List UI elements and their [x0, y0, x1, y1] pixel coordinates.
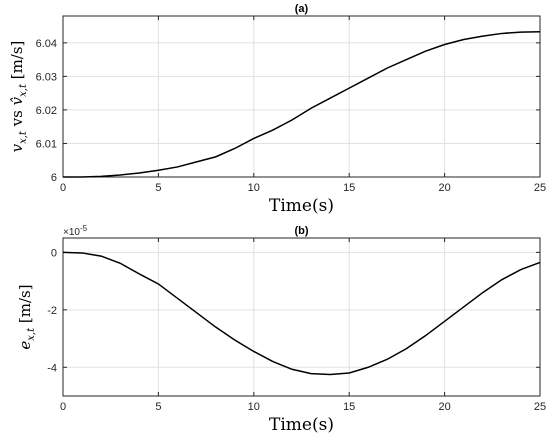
y-axis-label: ex,t [m/s]	[16, 284, 37, 349]
y-tick-label: 6	[51, 172, 57, 184]
y-tick-label: 6.04	[36, 38, 57, 50]
axes-box	[62, 237, 541, 397]
x-tick-label: 0	[60, 182, 66, 194]
panel-title: (b)	[294, 225, 308, 237]
panel-a: 0 5 10 15 20 25 6 6.01 6.02 6.03 6.04 (a) Time(s) vx,…	[8, 3, 546, 216]
x-tick-label: 0	[60, 401, 66, 413]
y-axis-label: vx,t vs v̂x,t [m/s]	[8, 41, 29, 153]
x-tick-label: 15	[343, 182, 355, 194]
x-tick-label: 10	[248, 182, 260, 194]
panel-b: 0 5 10 15 20 25 0 -2 -4 (b) Time(s) ex,t [m/s] ×10-5	[16, 224, 546, 435]
axes-box	[62, 15, 541, 178]
x-tick-label: 5	[155, 401, 161, 413]
series-line	[63, 31, 541, 178]
x-tick-label: 20	[438, 401, 450, 413]
x-tick-label: 25	[534, 182, 546, 194]
y-tick-label: 6.02	[36, 105, 57, 117]
x-axis-label: Time(s)	[269, 415, 334, 435]
x-tick-label: 20	[438, 182, 450, 194]
y-tick-label: -4	[47, 362, 57, 374]
y-exponent-label: ×10-5	[63, 224, 88, 238]
x-tick-label: 15	[343, 401, 355, 413]
x-tick-label: 25	[534, 401, 546, 413]
y-tick-label: 6.01	[36, 138, 57, 150]
y-tick-label: 0	[51, 247, 57, 259]
y-tick-label: -2	[47, 305, 57, 317]
x-axis-label: Time(s)	[269, 196, 334, 216]
x-tick-label: 10	[248, 401, 260, 413]
x-tick-label: 5	[155, 182, 161, 194]
series-line	[62, 251, 541, 376]
y-tick-label: 6.03	[36, 71, 57, 83]
panel-title: (a)	[295, 3, 309, 15]
